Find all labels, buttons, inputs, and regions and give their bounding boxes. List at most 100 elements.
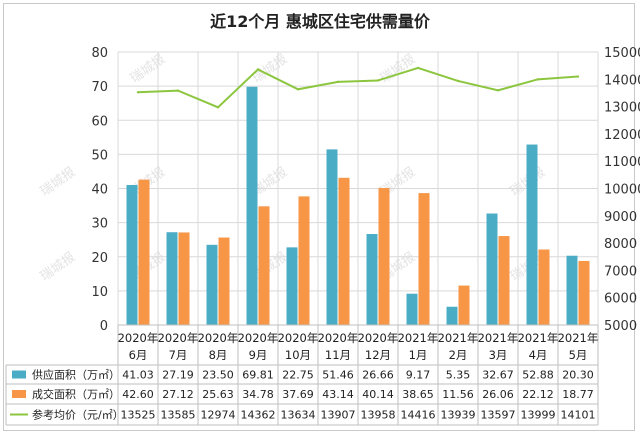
- x-category-label-month: 5月: [569, 348, 588, 362]
- bar-sales: [378, 188, 390, 325]
- y-right-tick-label: 15000: [604, 46, 640, 61]
- price-point: [416, 66, 420, 70]
- bar-sales: [338, 177, 350, 325]
- y-left-tick-label: 10: [91, 285, 108, 300]
- x-category-label-month: 8月: [209, 348, 228, 362]
- data-label: 26.66: [362, 369, 394, 382]
- legend-key-sales: [12, 390, 26, 398]
- data-label: 27.19: [162, 369, 194, 382]
- legend-label: 供应面积（万㎡）: [32, 368, 120, 382]
- bar-supply: [366, 234, 378, 325]
- bar-supply: [486, 213, 498, 325]
- data-label: 14362: [241, 409, 276, 422]
- bar-supply: [126, 184, 138, 325]
- x-category-label-year: 2020年: [158, 331, 199, 345]
- bar-sales: [178, 232, 190, 325]
- price-point: [456, 79, 460, 83]
- y-right-tick-label: 11000: [604, 155, 640, 170]
- x-category-label-year: 2021年: [438, 331, 479, 345]
- bar-supply: [246, 86, 258, 325]
- bar-supply: [566, 255, 578, 325]
- data-label: 13958: [361, 409, 396, 422]
- data-label: 27.12: [162, 388, 194, 401]
- legend-key-supply: [12, 370, 26, 379]
- chart-title: 近12个月 惠城区住宅供需量价: [210, 12, 430, 31]
- x-category-label-year: 2021年: [398, 331, 439, 345]
- price-point: [256, 68, 260, 71]
- data-label: 13999: [521, 409, 556, 422]
- y-right-tick-label: 7000: [604, 264, 637, 279]
- x-category-label-month: 12月: [365, 348, 391, 362]
- data-label: 38.65: [402, 388, 434, 401]
- x-category-label-month: 6月: [129, 348, 148, 362]
- y-left-tick-label: 40: [91, 183, 108, 198]
- data-label: 26.06: [482, 388, 514, 401]
- price-point: [376, 79, 380, 82]
- data-label: 5.35: [446, 369, 471, 382]
- x-category-label-month: 1月: [409, 348, 428, 362]
- data-label: 20.30: [562, 369, 594, 382]
- chart-frame: [3, 3, 635, 431]
- data-label: 13939: [441, 409, 476, 422]
- data-label: 41.03: [122, 369, 154, 382]
- x-category-label-month: 11月: [325, 348, 351, 362]
- data-label: 32.67: [482, 369, 514, 382]
- data-label: 69.81: [242, 369, 274, 382]
- data-label: 14416: [401, 409, 436, 422]
- data-label: 40.14: [362, 388, 394, 401]
- legend-label: 参考均价（元/㎡）: [32, 408, 124, 422]
- bar-sales: [538, 249, 550, 325]
- watermark-text: 瑞城报: [250, 52, 291, 87]
- y-left-tick-label: 0: [100, 319, 108, 334]
- x-category-label-year: 2020年: [118, 331, 159, 345]
- price-point: [136, 91, 140, 94]
- price-line: [137, 66, 579, 109]
- data-label: 13634: [281, 409, 316, 422]
- data-label: 43.14: [322, 388, 354, 401]
- x-category-label-month: 10月: [285, 348, 311, 362]
- price-point: [536, 78, 540, 81]
- x-category-label-year: 2020年: [358, 331, 399, 345]
- price-point: [216, 106, 220, 109]
- y-right-tick-label: 14000: [604, 73, 640, 88]
- watermark-text: 瑞城报: [38, 250, 79, 285]
- x-category-label-year: 2021年: [558, 331, 599, 345]
- bar-sales: [458, 285, 470, 325]
- x-category-label-year: 2020年: [198, 331, 239, 345]
- data-label: 11.56: [442, 388, 474, 401]
- bar-sales: [418, 193, 430, 325]
- y-left-tick-label: 20: [91, 251, 108, 266]
- data-label: 42.60: [122, 388, 154, 401]
- data-label: 13597: [481, 409, 516, 422]
- bar-sales: [138, 179, 150, 325]
- price-point: [496, 89, 500, 92]
- legend-label: 成交面积（万㎡）: [32, 387, 120, 401]
- x-category-label-year: 2020年: [318, 331, 359, 345]
- bar-sales: [578, 260, 590, 325]
- y-right-tick-label: 8000: [604, 237, 637, 252]
- y-left-tick-label: 70: [91, 80, 108, 95]
- data-label: 22.12: [522, 388, 554, 401]
- bar-sales: [218, 237, 230, 325]
- data-label: 51.46: [322, 369, 354, 382]
- data-label: 23.50: [202, 369, 234, 382]
- x-category-label-year: 2020年: [278, 331, 319, 345]
- data-label: 34.78: [242, 388, 274, 401]
- y-left-tick-label: 30: [91, 217, 108, 232]
- y-right-tick-label: 12000: [604, 128, 640, 143]
- price-point: [176, 89, 180, 92]
- data-label: 9.17: [406, 369, 431, 382]
- bar-sales: [498, 236, 510, 325]
- watermark-text: 瑞城报: [38, 165, 79, 200]
- data-label: 14101: [561, 409, 596, 422]
- data-label: 22.75: [282, 369, 314, 382]
- x-category-label-year: 2021年: [478, 331, 519, 345]
- data-label: 18.77: [562, 388, 594, 401]
- x-category-label-month: 2月: [449, 348, 468, 362]
- x-category-label-year: 2021年: [518, 331, 559, 345]
- y-left-tick-label: 50: [91, 148, 108, 163]
- bar-supply: [326, 149, 338, 325]
- data-label: 13525: [121, 409, 156, 422]
- x-category-label-month: 3月: [489, 348, 508, 362]
- x-category-label-year: 2020年: [238, 331, 279, 345]
